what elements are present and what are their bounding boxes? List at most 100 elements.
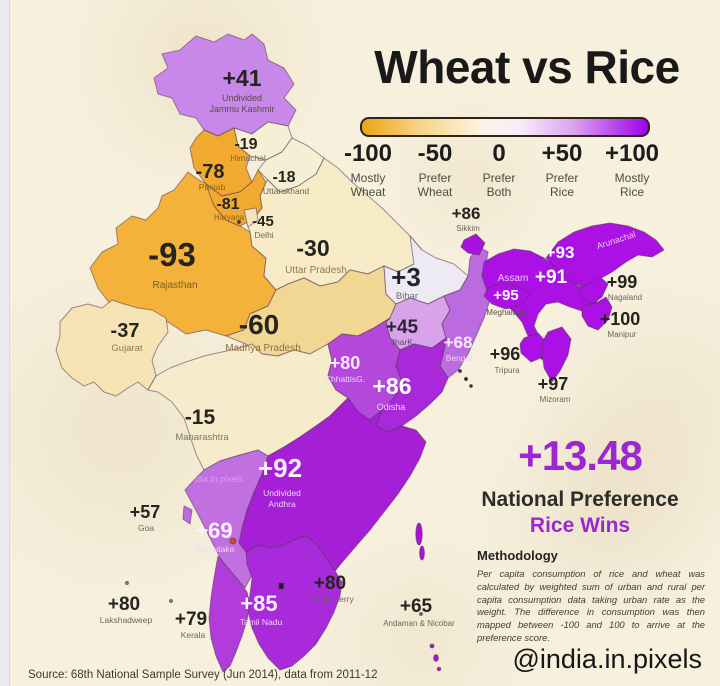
value-tripura: +96 [490,344,521,364]
map-watermark: india.in.pixels [189,474,244,484]
delhi-dot [236,219,242,225]
methodology-heading: Methodology [477,548,558,563]
name-madhya-pradesh: Madhya Pradesh [225,343,301,354]
name-assam: Assam [498,273,529,284]
national-preference-block: +13.48 National Preference Rice Wins [450,432,710,538]
national-preference-value: +13.48 [518,432,643,479]
name-andaman: Andaman & Nicobar [383,619,455,628]
value-karnataka: +69 [195,518,232,543]
state-arunachal [545,222,665,288]
source-note: Source: 68th National Sample Survey (Jun… [28,669,378,681]
name-meghalaya: Meghalaya [486,308,526,317]
legend-gradient-bar [360,117,650,137]
legend-label-line1: Mostly [614,171,650,185]
legend-stop-minus50: -50 Prefer Wheat [390,140,480,200]
nicobar-island [436,666,442,672]
puducherry-marker [278,582,284,590]
legend-value: +50 [541,140,583,167]
legend-stop-minus100: -100 Mostly Wheat [323,140,413,200]
value-assam: +91 [535,267,568,288]
value-manipur: +100 [600,309,641,329]
legend-value: 0 [492,140,506,167]
name-goa: Goa [138,523,154,533]
state-assam [481,248,601,361]
legend-value: -100 [343,140,393,167]
legend-stop-plus100: +100 Mostly Rice [587,140,677,200]
national-preference-winner: Rice Wins [529,514,631,537]
name-andhra-2: Andhra [268,499,296,509]
social-handle: @india.in.pixels [512,644,702,674]
legend-label-line1: Prefer [482,171,516,185]
name-manipur: Manipur [608,330,637,339]
value-punjab: -78 [196,161,225,183]
legend-label-line2: Both [486,185,512,200]
left-edge-strip [0,0,10,686]
value-uttar-pradesh: -30 [296,235,329,261]
state-mizoram [541,326,572,383]
state-delhi [243,207,259,228]
andaman-dot [419,612,423,616]
value-arunachal: +93 [546,243,575,262]
value-uttarakhand: -18 [272,169,295,186]
value-madhya-pradesh: -60 [239,309,279,340]
national-preference-label: National Preference [481,488,679,511]
legend-stop-plus50: +50 Prefer Rice [517,140,607,200]
name-karnataka: Karnataka [196,544,235,554]
methodology-block: Methodology Per capita consumption of ri… [477,548,705,645]
bangalore-marker [229,537,237,545]
lakshadweep-island [124,580,130,586]
state-nagaland [577,276,609,305]
value-goa: +57 [130,502,161,522]
legend-label-line2: Rice [549,185,574,200]
lakshadweep-island [168,598,174,604]
page-title: Wheat vs Rice [374,41,680,93]
name-uttarakhand: Uttarakhand [263,186,310,196]
value-kerala: +79 [175,609,207,630]
name-kerala: Kerala [181,630,206,640]
value-andhra: +92 [258,453,302,483]
legend-stop-zero: 0 Prefer Both [454,140,544,200]
andaman-island [415,522,423,546]
name-nagaland: Nagaland [608,293,642,302]
value-nagaland: +99 [607,272,638,292]
value-rajasthan: -93 [148,236,196,273]
legend-label-line1: Prefer [545,171,579,185]
value-mizoram: +97 [538,374,569,394]
state-odisha [375,337,449,433]
value-himachal: -19 [234,136,257,153]
name-uttar-pradesh: Uttar Pradesh [285,265,347,276]
legend-label-line2: Rice [619,185,644,200]
legend-label-line1: Mostly [350,171,386,185]
name-puducherry: Puducherry [310,594,354,604]
legend-label-line2: Wheat [350,185,386,200]
name-delhi: Delhi [254,230,273,240]
value-andaman: +65 [400,596,433,617]
legend-value: +100 [604,140,660,167]
delta-island [463,376,469,382]
name-haryana: Haryana [214,213,245,222]
value-delhi: -45 [252,213,274,230]
nicobar-island [433,654,439,662]
name-odisha: Odisha [377,402,406,412]
value-sikkim: +86 [452,204,481,223]
legend-label-line2: Wheat [417,185,453,200]
methodology-body: Per capita consumption of rice and wheat… [477,568,705,643]
name-sikkim: Sikkim [456,224,480,233]
name-jammu-kashmir: Undivided [222,93,262,103]
state-manipur [581,296,613,331]
state-uttarakhand [257,137,325,193]
state-kerala [208,555,251,673]
legend-label-line1: Prefer [418,171,452,185]
name-bengal: Bengal [446,353,473,363]
name-lakshadweep: Lakshadweep [100,615,153,625]
state-sikkim [460,233,486,256]
value-lakshadweep: +80 [108,594,140,615]
name-tamil-nadu: Tamil Nadu [240,617,283,627]
name-mizoram: Mizoram [540,395,571,404]
delta-island [469,384,473,388]
value-puducherry: +80 [314,573,346,594]
legend-value: -50 [417,140,453,167]
value-odisha: +86 [372,373,411,399]
